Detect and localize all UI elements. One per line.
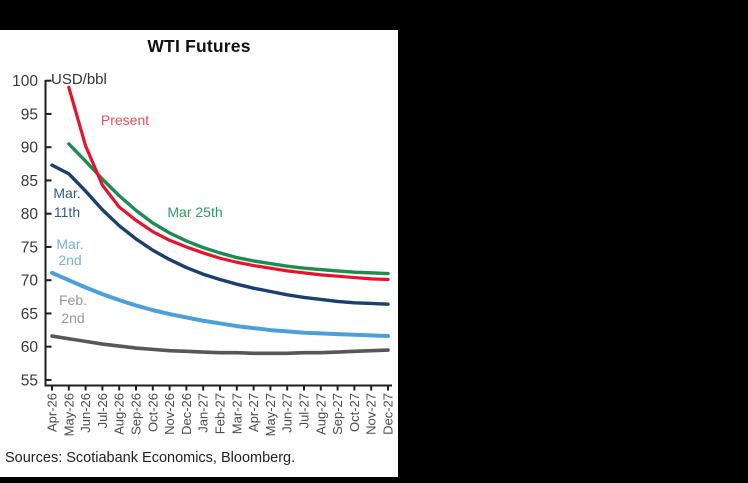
x-tick-label: Feb-27	[213, 393, 228, 434]
chart-panel: 55 60 65 70 75 80 85 90 95 100 Apr-26 May-26 Jun-26 J…	[0, 30, 398, 477]
series-line-mar-25th	[67, 142, 390, 276]
x-tick-label: Nov-27	[364, 393, 379, 435]
y-tick-label: 90	[21, 140, 39, 157]
y-tick-label: 55	[21, 372, 38, 389]
series-label: Mar 25th	[167, 204, 222, 220]
x-tick-label: Jan-27	[196, 393, 211, 433]
series-label: 2nd	[58, 252, 81, 268]
x-tick-label: Mar-27	[229, 393, 244, 434]
series-line-mar-11th	[50, 163, 390, 306]
y-tick-label: 60	[21, 339, 39, 356]
series-label: Mar.	[53, 185, 80, 201]
x-tick-label: Jun-27	[280, 393, 295, 433]
x-tick-label: Oct-27	[347, 393, 362, 432]
bottom-black-bar	[0, 477, 748, 483]
y-tick-label: 75	[21, 239, 38, 256]
series-label: Present	[101, 112, 149, 128]
x-tick-label: Aug-26	[112, 393, 127, 435]
right-black-area	[398, 0, 748, 483]
series-line-feb-2nd	[50, 334, 390, 356]
series-label: Feb.	[59, 292, 87, 308]
x-tick-label: Nov-26	[162, 393, 177, 435]
x-tick-label: May-27	[263, 393, 278, 436]
y-tick-label: 100	[12, 73, 38, 90]
y-tick-label: 85	[21, 173, 38, 190]
sources-note: Sources: Scotiabank Economics, Bloomberg…	[5, 450, 296, 466]
x-tick-label: Aug-27	[313, 393, 328, 435]
x-tick-label: Oct-26	[145, 393, 160, 432]
y-axis-unit-label: USD/bbl	[51, 71, 107, 88]
x-tick-label: Jul-26	[95, 393, 110, 428]
series-label: Mar.	[56, 236, 83, 252]
x-tick-label: Dec-27	[381, 393, 396, 435]
y-tick-label: 95	[21, 106, 38, 123]
series-label: 11th	[54, 204, 80, 220]
chart-title: WTI Futures	[147, 36, 251, 56]
x-tick-label: Sep-27	[330, 393, 345, 435]
x-tick-label: Sep-26	[129, 393, 144, 435]
x-tick-label: Dec-26	[179, 393, 194, 435]
y-tick-label: 70	[21, 273, 39, 290]
x-tick-label: Jun-26	[78, 393, 93, 433]
series-line-mar-2nd	[50, 270, 390, 339]
x-tick-label: Apr-27	[246, 393, 261, 432]
y-tick-label: 65	[21, 306, 38, 323]
x-tick-label: Apr-26	[45, 393, 60, 432]
x-tick-label: May-26	[61, 393, 76, 436]
y-tick-label: 80	[21, 206, 39, 223]
x-tick-label: Jul-27	[297, 393, 312, 428]
series-label: 2nd	[61, 310, 84, 326]
series-line-present	[67, 85, 390, 282]
